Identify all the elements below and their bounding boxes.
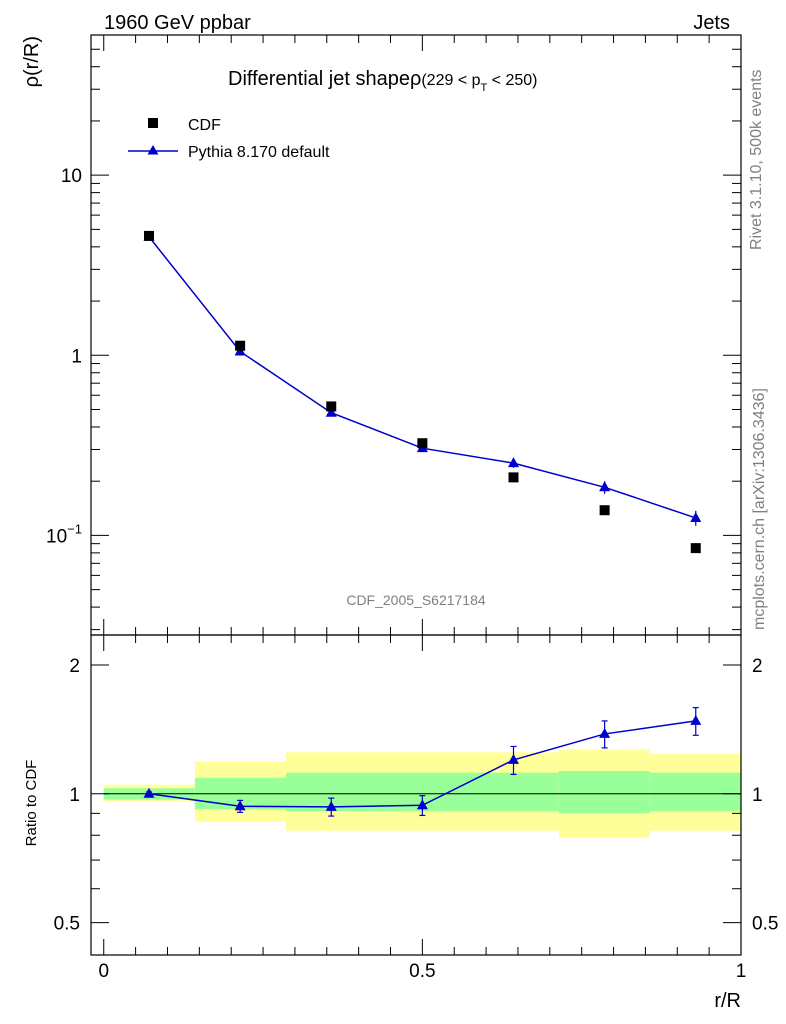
y-tick-label-exponent: −1 [67,521,82,536]
y-tick-label-right: 2 [752,656,763,677]
bottom-y-tick-labels: 0.5 0.5 1 1 2 2 [54,656,779,935]
chart-title-range: (229 < p [421,72,480,89]
x-tick-label: 0 [98,961,109,982]
legend-cdf-label: CDF [188,117,221,134]
pythia-point [325,406,337,417]
cdf-point [143,230,154,241]
pythia-series-line [148,236,696,519]
cdf-point [235,340,246,351]
y-tick-label-right: 0.5 [752,914,778,935]
y-tick-label-base: 10 [46,526,67,547]
ratio-point [143,787,155,798]
top-y-axis-label: ρ(r/R) [21,36,43,87]
green-band [649,772,741,812]
cdf-point [690,543,701,554]
y-tick-label-left: 1 [69,785,80,806]
chart-title-subscript: T [481,82,488,94]
legend-pythia-marker [147,145,159,155]
chart-title: Differential jet shapeρ(229 < pT < 250) [228,68,538,94]
ratio-point [416,799,428,810]
bottom-plot-frame [90,634,742,956]
process-label: Jets [693,12,730,34]
ratio-point [690,714,702,725]
legend: CDF Pythia 8.170 default [128,117,330,161]
bottom-panel: 0.5 0.51 12 2 0 0.5 1 Ratio to CDF r/R [23,634,779,1012]
ratio-point [508,753,519,764]
legend-pythia-label: Pythia 8.170 default [188,144,330,161]
x-tick-label: 1 [736,961,747,982]
green-band [558,771,650,814]
y-tick-label-left: 0.5 [54,914,80,935]
x-tick-labels: 0 0.5 1 [98,961,746,982]
x-axis-label: r/R [714,990,741,1012]
y-tick-label-left: 2 [69,656,80,677]
legend-cdf-marker [148,118,158,128]
ratio-data-marks [143,707,702,817]
cdf-point [326,401,337,412]
ratio-point [325,800,337,811]
y-tick-label: 10−1 [46,521,82,547]
top-axis-ticks [91,34,742,635]
ratio-point [599,727,611,738]
rivet-version-label: Rivet 3.1.10, 500k events [748,69,765,250]
uncertainty-bands [103,749,741,838]
energy-label: 1960 GeV ppbar [104,12,251,34]
y-tick-label-right: 1 [752,785,763,806]
pythia-point [690,511,702,522]
x-tick-label: 0.5 [409,961,435,982]
mcplots-label: mcplots.cern.ch [arXiv:1306.3436] [751,388,768,630]
cdf-point [599,505,610,516]
pythia-point [599,481,611,492]
bottom-y-axis-label: Ratio to CDF [23,760,40,847]
top-data-marks [143,230,702,554]
analysis-watermark: CDF_2005_S6217184 [346,592,486,608]
cdf-point [508,472,519,483]
cdf-point [417,438,428,449]
ratio-point [234,800,246,811]
chart-title-range-end: < 250) [487,72,537,89]
bottom-axis-ticks [91,635,742,955]
y-tick-label: 1 [71,346,82,367]
chart-title-main: Differential jet shapeρ [228,68,421,90]
y-tick-label: 10 [61,166,82,187]
pythia-point [508,457,519,468]
